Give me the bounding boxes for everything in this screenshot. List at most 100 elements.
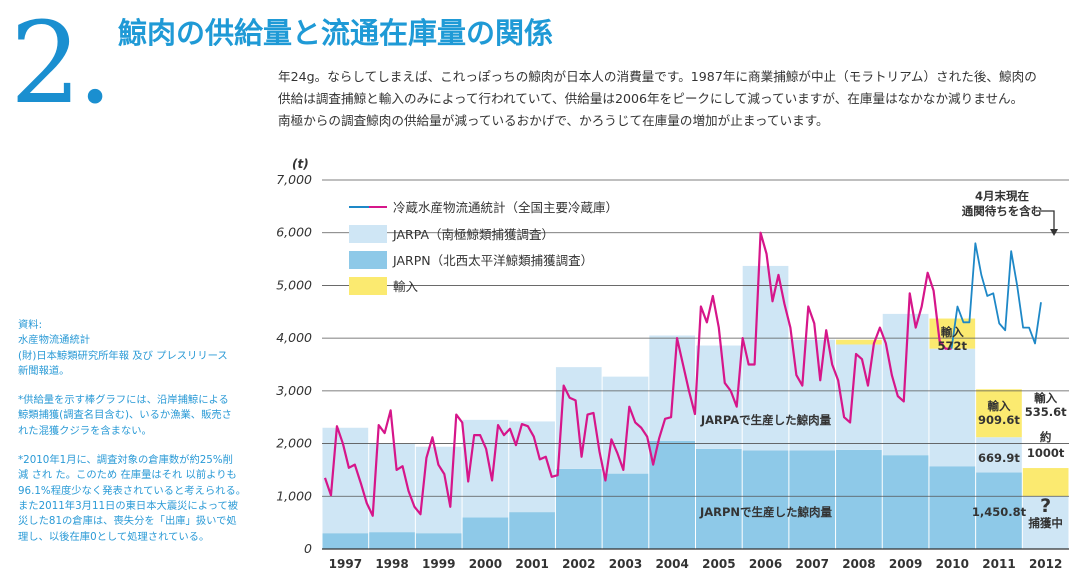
jarpa-bar-label: JARPAで生産した鯨肉量 [700,413,832,427]
bar-segment [555,468,602,549]
annotation-arrow [1036,210,1055,230]
note-line: (財)日本鯨類研究所年報 及び プレスリリース [18,349,228,362]
note-line: 鯨類捕獲(調査名目含む)、いるか漁業、販売さ [18,409,232,422]
bar-segment [509,421,555,513]
bar-segment [1022,496,1069,549]
note-line: *2010年1月に、調査対象の倉庫数が約25%削 [18,454,233,467]
import-label: 輸入 [1034,391,1057,405]
legend-swatch [349,251,387,269]
note-line: *供給量を示す棒グラフには、沿岸捕鯨による [18,394,229,407]
bar-segment [976,437,1022,473]
bar-segment [976,389,1022,438]
import-label: 輸入 [987,399,1010,413]
bar-segment [509,512,555,549]
x-tick-label: 2007 [796,557,829,571]
bar-segment [836,344,882,450]
capturing-label-2012: 捕獲中 [1028,516,1063,530]
lead-line: 南極からの調査鯨肉の供給量が減っているおかげで、かろうじて在庫量の増加が止まって… [278,113,829,128]
y-tick-label: 6,000 [276,225,312,240]
bar-segment [602,473,649,549]
x-tick-label: 2002 [562,557,595,571]
bar-segment [369,532,415,549]
annotation-text: 4月末現在 [975,189,1030,203]
y-tick-label: 2,000 [276,436,312,451]
import-label: 輸入 [941,325,964,339]
bar-segment [415,533,462,549]
bar-segment [836,339,882,345]
import-value: 535.6t [1025,405,1067,419]
note-line: れた混獲クジラを含まない。 [18,424,152,437]
bar-segment [742,450,789,549]
note-line: 理し、以後在庫0として処理されている。 [18,530,210,543]
x-tick-label: 2006 [749,557,782,571]
legend-label: 輸入 [393,279,419,294]
page-title: 鯨肉の供給量と流通在庫量の関係 [118,16,554,50]
y-tick-label: 0 [304,541,312,556]
stock-line-after-2010 [950,242,1042,349]
bar-segment [696,448,742,549]
x-tick-label: 2003 [609,557,642,571]
lead-paragraph: 年24g。ならしてしまえば、これっぽっちの鯨肉が日本人の消費量です。1987年に… [278,66,1083,132]
bar-segment [322,533,369,549]
jarpn-bar-label: JARPNで生産した鯨肉量 [699,505,833,519]
y-tick-label: 1,000 [276,488,312,503]
bar-segment [789,450,836,549]
source-note: 資料: 水産物流通統計 (財)日本鯨類研究所年報 及び プレスリリース 新聞報道… [18,318,258,379]
legend-label: JARPN（北西太平洋鯨類捕獲調査） [392,253,593,268]
y-tick-label: 5,000 [276,277,312,292]
bar-segment [929,466,976,549]
x-tick-label: 2012 [1029,557,1062,571]
bar-segment [929,348,976,467]
note-line: 新聞報道。 [18,364,70,377]
jarpn-value-2011: 1,450.8t [972,505,1027,519]
note-line: 水産物流通統計 [18,334,91,347]
x-tick-label: 1997 [329,557,362,571]
x-tick-label: 2008 [842,557,875,571]
bar-segment [836,449,882,549]
annotation-arrowhead [1050,229,1058,236]
approx-value-2012: 1000t [1027,446,1065,460]
unknown-mark-2012: ? [1040,495,1051,517]
x-tick-label: 2004 [655,557,688,571]
legend-swatch [349,225,387,243]
note-line: 資料: [18,319,43,331]
legend-label: JARPA（南極鯨類捕獲調査） [392,227,554,242]
x-tick-label: 2011 [982,557,1015,571]
y-tick-label: 4,000 [276,330,312,345]
import-value: 572t [938,339,968,353]
lead-line: 供給は調査捕鯨と輸入のみによって行われていて、供給量は2006年をピークにして減… [278,91,1024,106]
import-value: 909.6t [978,413,1020,427]
bar-segment [649,440,695,549]
annotation-text: 通関待ちを含む [962,204,1043,218]
approx-label-2012: 約 [1040,430,1052,444]
bar-segment [789,339,836,451]
x-tick-label: 2005 [702,557,735,571]
bar-segment [696,345,742,449]
x-tick-label: 2000 [469,557,502,571]
y-tick-label: 7,000 [276,172,312,187]
bar-segment [882,455,929,549]
note-line: 減 され た。このため 在庫量はそれ 以前よりも [18,469,237,482]
stock-note: *2010年1月に、調査対象の倉庫数が約25%削 減 され た。このため 在庫量… [18,453,258,545]
x-tick-label: 2010 [936,557,969,571]
y-unit-label: (t) [292,157,309,171]
x-tick-label: 2001 [515,557,548,571]
section-number: 2. [10,0,113,129]
bar-segment [742,265,789,451]
y-tick-label: 3,000 [276,383,312,398]
note-line: 96.1%程度少なく発表されていると考えられる。 [18,484,247,497]
bar-segment [1022,468,1069,497]
bar-segment [462,517,509,549]
x-tick-label: 1998 [375,557,408,571]
legend-swatch [349,277,387,295]
note-line: また2011年3月11日の東日本大震災によって被 [18,499,239,512]
note-line: 災した81の倉庫は、喪失分を「出庫」扱いで処 [18,515,237,528]
lead-line: 年24g。ならしてしまえば、これっぽっちの鯨肉が日本人の消費量です。1987年に… [278,69,1037,84]
x-tick-label: 1999 [422,557,455,571]
bar-note: *供給量を示す棒グラフには、沿岸捕鯨による 鯨類捕獲(調査名目含む)、いるか漁業… [18,393,258,439]
side-notes: 資料: 水産物流通統計 (財)日本鯨類研究所年報 及び プレスリリース 新聞報道… [18,318,258,559]
x-tick-label: 2009 [889,557,922,571]
jarpa-value-2011: 669.9t [978,451,1020,465]
legend-label: 冷蔵水産物流通統計（全国主要冷蔵庫） [393,200,618,215]
